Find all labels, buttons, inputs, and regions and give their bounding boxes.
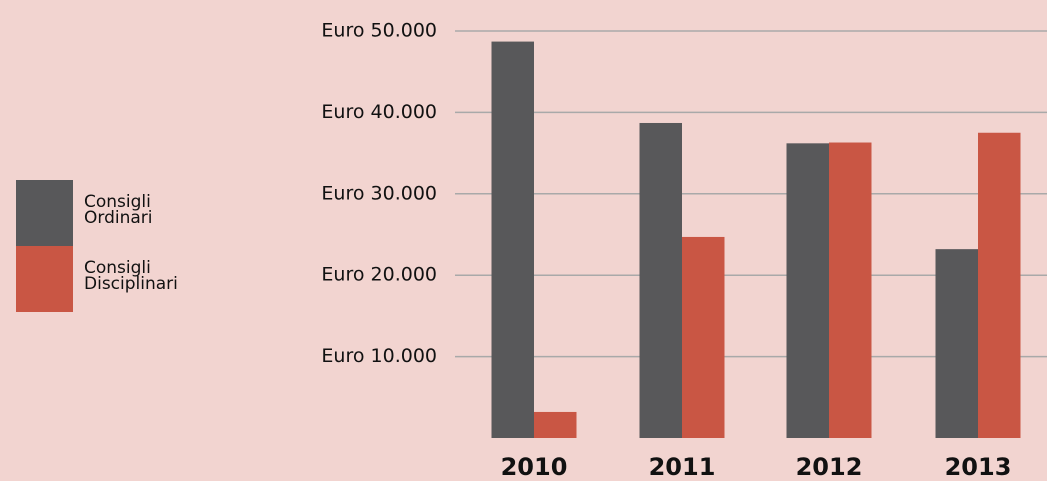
y-tick-label: Euro 40.000: [321, 101, 437, 123]
bar: [682, 236, 725, 438]
bar: [639, 122, 682, 439]
x-tick-label: 2011: [649, 453, 716, 481]
bar: [491, 41, 534, 438]
y-tick-label: Euro 10.000: [321, 345, 437, 367]
bar: [978, 132, 1021, 438]
x-tick-label: 2013: [945, 453, 1012, 481]
y-tick-label: Euro 30.000: [321, 182, 437, 204]
x-tick-label: 2012: [796, 453, 863, 481]
bar: [786, 143, 829, 438]
bar: [935, 249, 978, 438]
bar: [534, 411, 577, 438]
bar: [829, 142, 872, 438]
legend-swatch: [16, 246, 73, 312]
y-tick-label: Euro 50.000: [321, 20, 437, 42]
legend-swatch: [16, 180, 73, 246]
legend-label: Consigli Disciplinari: [84, 258, 178, 294]
legend-label: Consigli Ordinari: [84, 192, 153, 228]
x-tick-label: 2010: [501, 453, 568, 481]
y-tick-label: Euro 20.000: [321, 264, 437, 286]
